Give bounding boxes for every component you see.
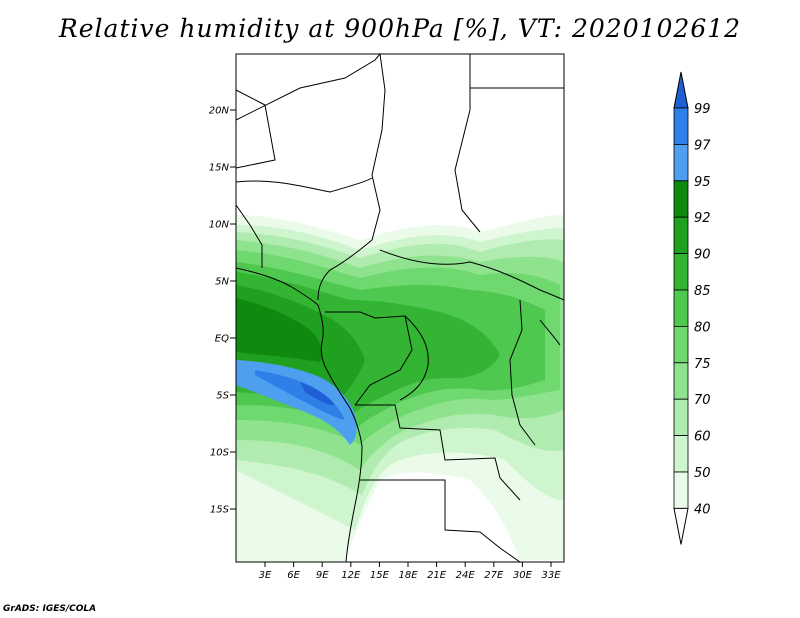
lon-tick-label: 15E — [370, 570, 390, 581]
rh-99-region — [300, 382, 335, 406]
map-frame — [235, 53, 565, 563]
lon-tick-label: 33E — [541, 570, 561, 581]
lon-tick-label: 30E — [513, 570, 533, 581]
colorbar-top-arrow — [673, 71, 689, 109]
colorbar-segment — [673, 253, 689, 291]
colorbar-label: 80 — [694, 320, 711, 335]
colorbar-segment — [673, 471, 689, 509]
lat-tick-label: 10S — [210, 448, 230, 459]
lat-tick-label: 20N — [209, 106, 230, 117]
lon-tick-label: 27E — [484, 570, 504, 581]
colorbar: 99 97 95 92 90 85 80 75 70 60 50 40 — [673, 71, 711, 545]
colorbar-segment — [673, 216, 689, 254]
rh-97-region — [255, 370, 345, 420]
colorbar-label: 75 — [694, 357, 711, 372]
colorbar-segment — [673, 107, 689, 145]
colorbar-segment — [673, 362, 689, 400]
lat-tick-label: 15N — [209, 163, 230, 174]
lon-tick-label: 9E — [316, 570, 329, 581]
border-line — [399, 315, 429, 401]
border-line — [325, 311, 413, 406]
colorbar-bottom-arrow — [673, 507, 689, 545]
latitude-axis: 20N 15N 10N 5N EQ 5S 10S 15S — [209, 106, 236, 516]
border-line — [236, 89, 276, 169]
border-line — [360, 479, 521, 562]
colorbar-label: 90 — [694, 248, 711, 263]
humidity-field — [236, 215, 564, 562]
lat-tick-label: 15S — [210, 505, 230, 516]
map-title: Relative humidity at 900hPa [%], VT: 202… — [58, 14, 742, 43]
colorbar-segment — [673, 398, 689, 437]
colorbar-segment — [673, 180, 689, 218]
lat-tick-label: 5N — [215, 277, 229, 288]
border-line — [539, 319, 561, 346]
border-line — [317, 239, 373, 301]
lon-tick-label: 18E — [398, 570, 418, 581]
lat-tick-label: 10N — [209, 220, 230, 231]
lat-tick-label: EQ — [215, 334, 229, 345]
longitude-axis: 3E 6E 9E 12E 15E 18E 21E 24E 27E 30E 33E — [259, 562, 561, 581]
border-line — [371, 54, 386, 241]
rh-95-region — [236, 360, 357, 445]
colorbar-segment — [673, 435, 689, 473]
border-line — [379, 249, 564, 301]
border-line — [236, 204, 263, 268]
colorbar-label: 92 — [694, 211, 711, 226]
colorbar-label: 85 — [694, 284, 711, 299]
lon-tick-label: 6E — [287, 570, 300, 581]
colorbar-label: 40 — [694, 502, 711, 517]
lon-tick-label: 24E — [456, 570, 476, 581]
lat-tick-label: 5S — [216, 391, 229, 402]
colorbar-label: 95 — [694, 175, 711, 190]
border-line — [236, 177, 373, 193]
lon-tick-label: 12E — [341, 570, 361, 581]
borders — [236, 54, 564, 562]
border-line — [355, 404, 521, 501]
border-line — [236, 54, 381, 121]
lon-tick-label: 21E — [427, 570, 447, 581]
border-line — [454, 54, 481, 233]
colorbar-segment — [673, 289, 689, 327]
rh-92-region — [236, 298, 323, 362]
coastline — [236, 267, 363, 562]
colorbar-label: 70 — [694, 393, 711, 408]
colorbar-label: 99 — [694, 102, 711, 117]
colorbar-segment — [673, 143, 689, 182]
colorbar-label: 50 — [694, 466, 711, 481]
colorbar-label: 60 — [694, 430, 711, 445]
colorbar-label: 97 — [694, 138, 711, 153]
colorbar-segment — [673, 325, 689, 364]
border-line — [509, 299, 536, 446]
lon-tick-label: 3E — [259, 570, 272, 581]
grads-credit: GrADS: IGES/COLA — [3, 604, 97, 614]
